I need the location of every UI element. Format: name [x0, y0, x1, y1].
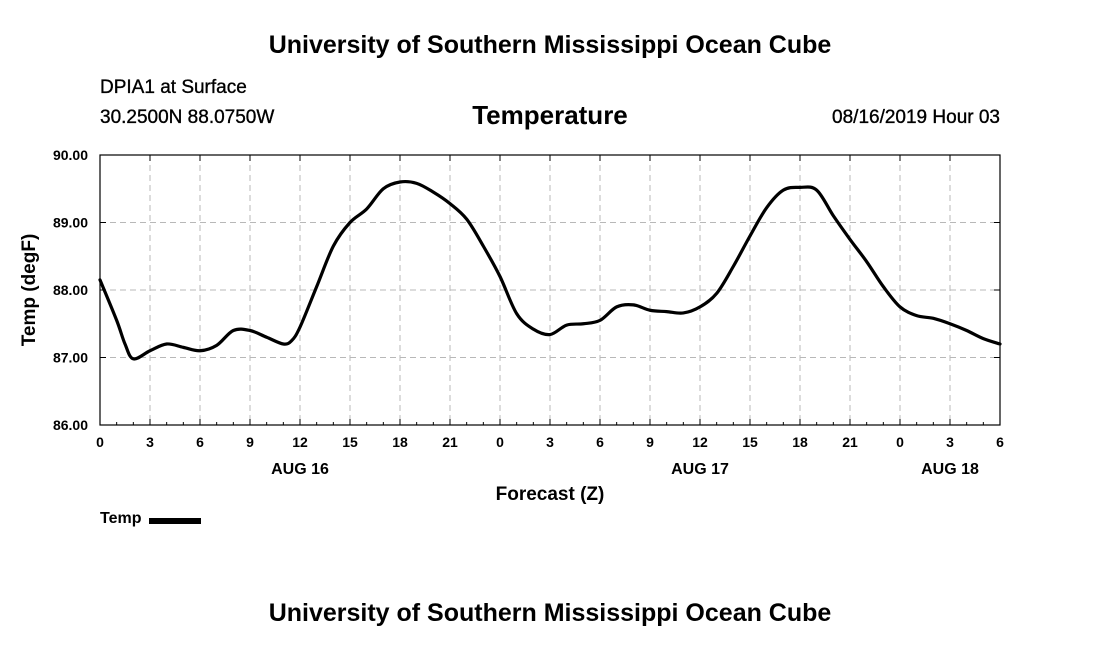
chart-title: Temperature: [472, 100, 628, 130]
date-label: AUG 17: [671, 461, 729, 478]
x-tick-label: 18: [392, 434, 408, 450]
y-tick-label: 87.00: [53, 350, 88, 366]
x-tick-label: 0: [496, 434, 504, 450]
x-tick-label: 3: [946, 434, 954, 450]
station-name: DPIA1 at Surface: [100, 77, 247, 98]
x-tick-label: 3: [146, 434, 154, 450]
x-tick-label: 15: [342, 434, 358, 450]
y-tick-label: 88.00: [53, 282, 88, 298]
legend: Temp: [100, 510, 202, 528]
x-tick-label: 6: [196, 434, 204, 450]
x-tick-label: 0: [896, 434, 904, 450]
x-tick-label: 9: [646, 434, 654, 450]
x-tick-label: 15: [742, 434, 758, 450]
footer-title: University of Southern Mississippi Ocean…: [268, 599, 832, 627]
x-tick-label: 21: [442, 434, 458, 450]
legend-label: Temp: [100, 510, 142, 527]
header-title: University of Southern Mississippi Ocean…: [268, 31, 832, 59]
x-tick-label: 6: [996, 434, 1004, 450]
y-tick-label: 86.00: [53, 417, 88, 433]
y-tick-label: 89.00: [53, 215, 88, 231]
x-tick-label: 18: [792, 434, 808, 450]
x-tick-label: 21: [842, 434, 858, 450]
x-tick-label: 12: [692, 434, 708, 450]
x-tick-label: 3: [546, 434, 554, 450]
date-label: AUG 16: [271, 461, 329, 478]
series-line-temp: [98, 179, 1002, 361]
y-axis-label: Temp (degF): [19, 234, 40, 347]
run-time: 08/16/2019 Hour 03: [832, 107, 1000, 128]
x-tick-label: 12: [292, 434, 308, 450]
date-label: AUG 18: [921, 461, 979, 478]
x-tick-label: 9: [246, 434, 254, 450]
station-coords: 30.2500N 88.0750W: [100, 107, 275, 128]
legend-swatch: [149, 517, 202, 524]
y-tick-label: 90.00: [53, 147, 88, 163]
x-axis-label: Forecast (Z): [496, 484, 605, 505]
x-tick-label: 0: [96, 434, 104, 450]
x-tick-label: 6: [596, 434, 604, 450]
